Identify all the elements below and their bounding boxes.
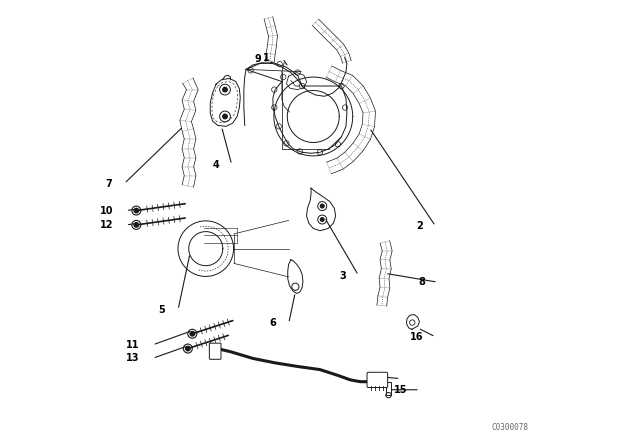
Circle shape — [134, 223, 139, 227]
Text: 1: 1 — [263, 53, 270, 63]
Circle shape — [186, 346, 190, 351]
Text: 11: 11 — [127, 340, 140, 350]
FancyBboxPatch shape — [367, 372, 388, 388]
Text: 8: 8 — [419, 277, 425, 287]
Text: 5: 5 — [159, 305, 165, 315]
Circle shape — [190, 332, 195, 336]
Text: 2: 2 — [416, 221, 423, 231]
Text: 9: 9 — [254, 54, 261, 64]
Text: 16: 16 — [410, 332, 423, 342]
Bar — [387, 382, 391, 395]
Text: 12: 12 — [100, 220, 113, 230]
Text: 14: 14 — [374, 374, 388, 383]
Text: 6: 6 — [269, 319, 276, 328]
Circle shape — [223, 87, 227, 92]
FancyBboxPatch shape — [209, 343, 221, 359]
Text: 4: 4 — [212, 160, 220, 170]
Circle shape — [223, 114, 227, 119]
Text: 7: 7 — [105, 179, 112, 189]
Text: 15: 15 — [394, 385, 407, 395]
Circle shape — [321, 218, 324, 221]
Circle shape — [321, 204, 324, 208]
Text: 10: 10 — [100, 206, 113, 215]
Circle shape — [134, 208, 139, 213]
Text: 3: 3 — [339, 271, 346, 280]
Text: 13: 13 — [127, 353, 140, 363]
Text: C0300078: C0300078 — [492, 423, 529, 432]
